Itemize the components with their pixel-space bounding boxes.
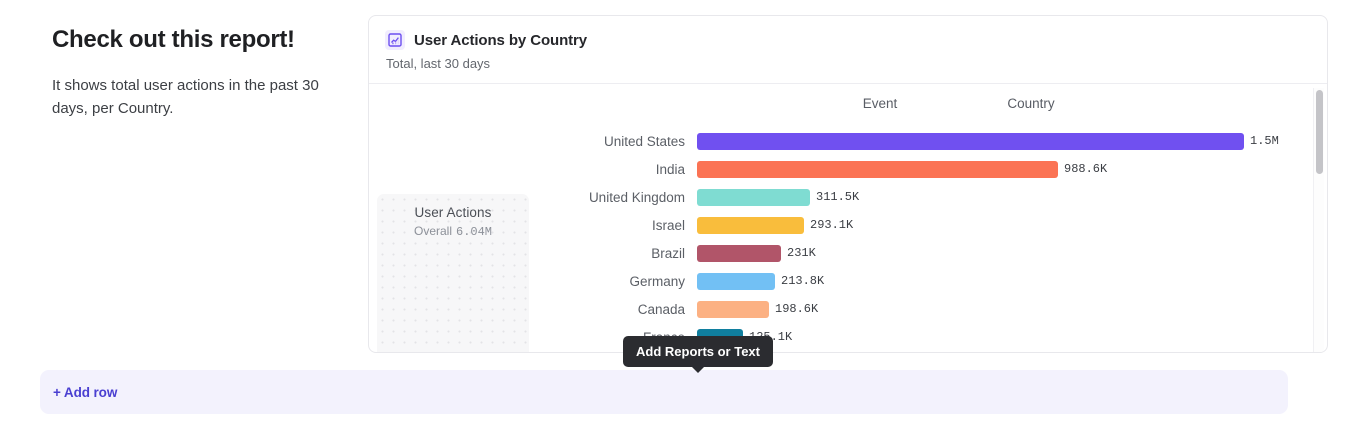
event-overall-label: Overall xyxy=(413,224,452,238)
bar-track xyxy=(697,301,769,318)
bar-track xyxy=(697,273,775,290)
bar-row[interactable]: Canada 198.6K xyxy=(369,298,1327,326)
page-description: It shows total user actions in the past … xyxy=(52,77,319,117)
bar-track xyxy=(697,245,781,262)
bar-row[interactable]: Brazil 231K xyxy=(369,242,1327,270)
bar-row[interactable]: India 988.6K xyxy=(369,158,1327,186)
add-row-label: + Add row xyxy=(53,384,118,400)
report-table: Event Country Value User Actions Overall… xyxy=(369,84,1327,352)
bar-fill[interactable] xyxy=(697,133,1244,150)
bar-chart-rows: United States 1.5M India 988.6K United Kingd… xyxy=(369,130,1327,352)
bar-row[interactable]: Germany 213.8K xyxy=(369,270,1327,298)
bar-value-label: 311.5K xyxy=(816,190,860,204)
line-chart-icon xyxy=(385,30,405,50)
bar-fill[interactable] xyxy=(697,245,781,262)
add-row-button[interactable]: + Add row xyxy=(40,370,1288,414)
bar-row[interactable]: United States 1.5M xyxy=(369,130,1327,158)
tooltip: Add Reports or Text xyxy=(623,336,773,373)
event-overall-value: 6.04M xyxy=(456,225,493,239)
column-header-country: Country xyxy=(1007,96,1055,111)
bar-country-label: Brazil xyxy=(651,246,685,261)
bar-fill[interactable] xyxy=(697,301,769,318)
bar-value-label: 231K xyxy=(787,246,816,260)
chart-scrollbar-thumb[interactable] xyxy=(1316,90,1323,174)
bar-fill[interactable] xyxy=(697,217,804,234)
bar-row[interactable]: France125.1K xyxy=(369,326,1327,352)
tooltip-label: Add Reports or Text xyxy=(636,344,760,359)
bar-value-label: 293.1K xyxy=(810,218,854,232)
chart-scrollbar[interactable] xyxy=(1313,88,1324,352)
bar-country-label: Israel xyxy=(651,218,685,233)
tooltip-arrow xyxy=(691,366,705,373)
bar-fill[interactable] xyxy=(697,189,810,206)
column-header-event: Event xyxy=(862,96,898,111)
table-column-headers: Event Country Value xyxy=(369,84,1327,120)
card-header: User Actions by Country Total, last 30 d… xyxy=(369,16,1327,84)
bar-fill[interactable] xyxy=(697,273,775,290)
bar-value-label: 213.8K xyxy=(781,274,825,288)
bar-country-label: Germany xyxy=(629,274,685,289)
page-title: Check out this report! xyxy=(52,26,295,53)
bar-row[interactable]: United Kingdom 311.5K xyxy=(369,186,1327,214)
event-name: User Actions xyxy=(414,205,492,220)
event-overall: Overall 6.04M xyxy=(377,224,529,239)
bar-track xyxy=(697,161,1058,178)
report-card[interactable]: User Actions by Country Total, last 30 d… xyxy=(368,15,1328,353)
bar-track xyxy=(697,189,810,206)
report-intro-block: Check out this report! It shows total us… xyxy=(52,24,332,120)
bar-value-label: 988.6K xyxy=(1064,162,1108,176)
bar-track xyxy=(697,133,1244,150)
bar-value-label: 198.6K xyxy=(775,302,819,316)
bar-country-label: India xyxy=(655,162,685,177)
card-subtitle: Total, last 30 days xyxy=(386,56,491,71)
bar-value-label: 1.5M xyxy=(1250,134,1279,148)
event-cell[interactable]: User Actions Overall 6.04M xyxy=(377,194,529,352)
bar-country-label: United States xyxy=(603,134,685,149)
bar-country-label: United Kingdom xyxy=(588,190,685,205)
bar-fill[interactable] xyxy=(697,161,1058,178)
bar-country-label: Canada xyxy=(637,302,685,317)
card-title-row: User Actions by Country xyxy=(385,30,1309,50)
bar-track xyxy=(697,217,804,234)
bar-row[interactable]: Israel 293.1K xyxy=(369,214,1327,242)
card-title: User Actions by Country xyxy=(414,31,588,49)
